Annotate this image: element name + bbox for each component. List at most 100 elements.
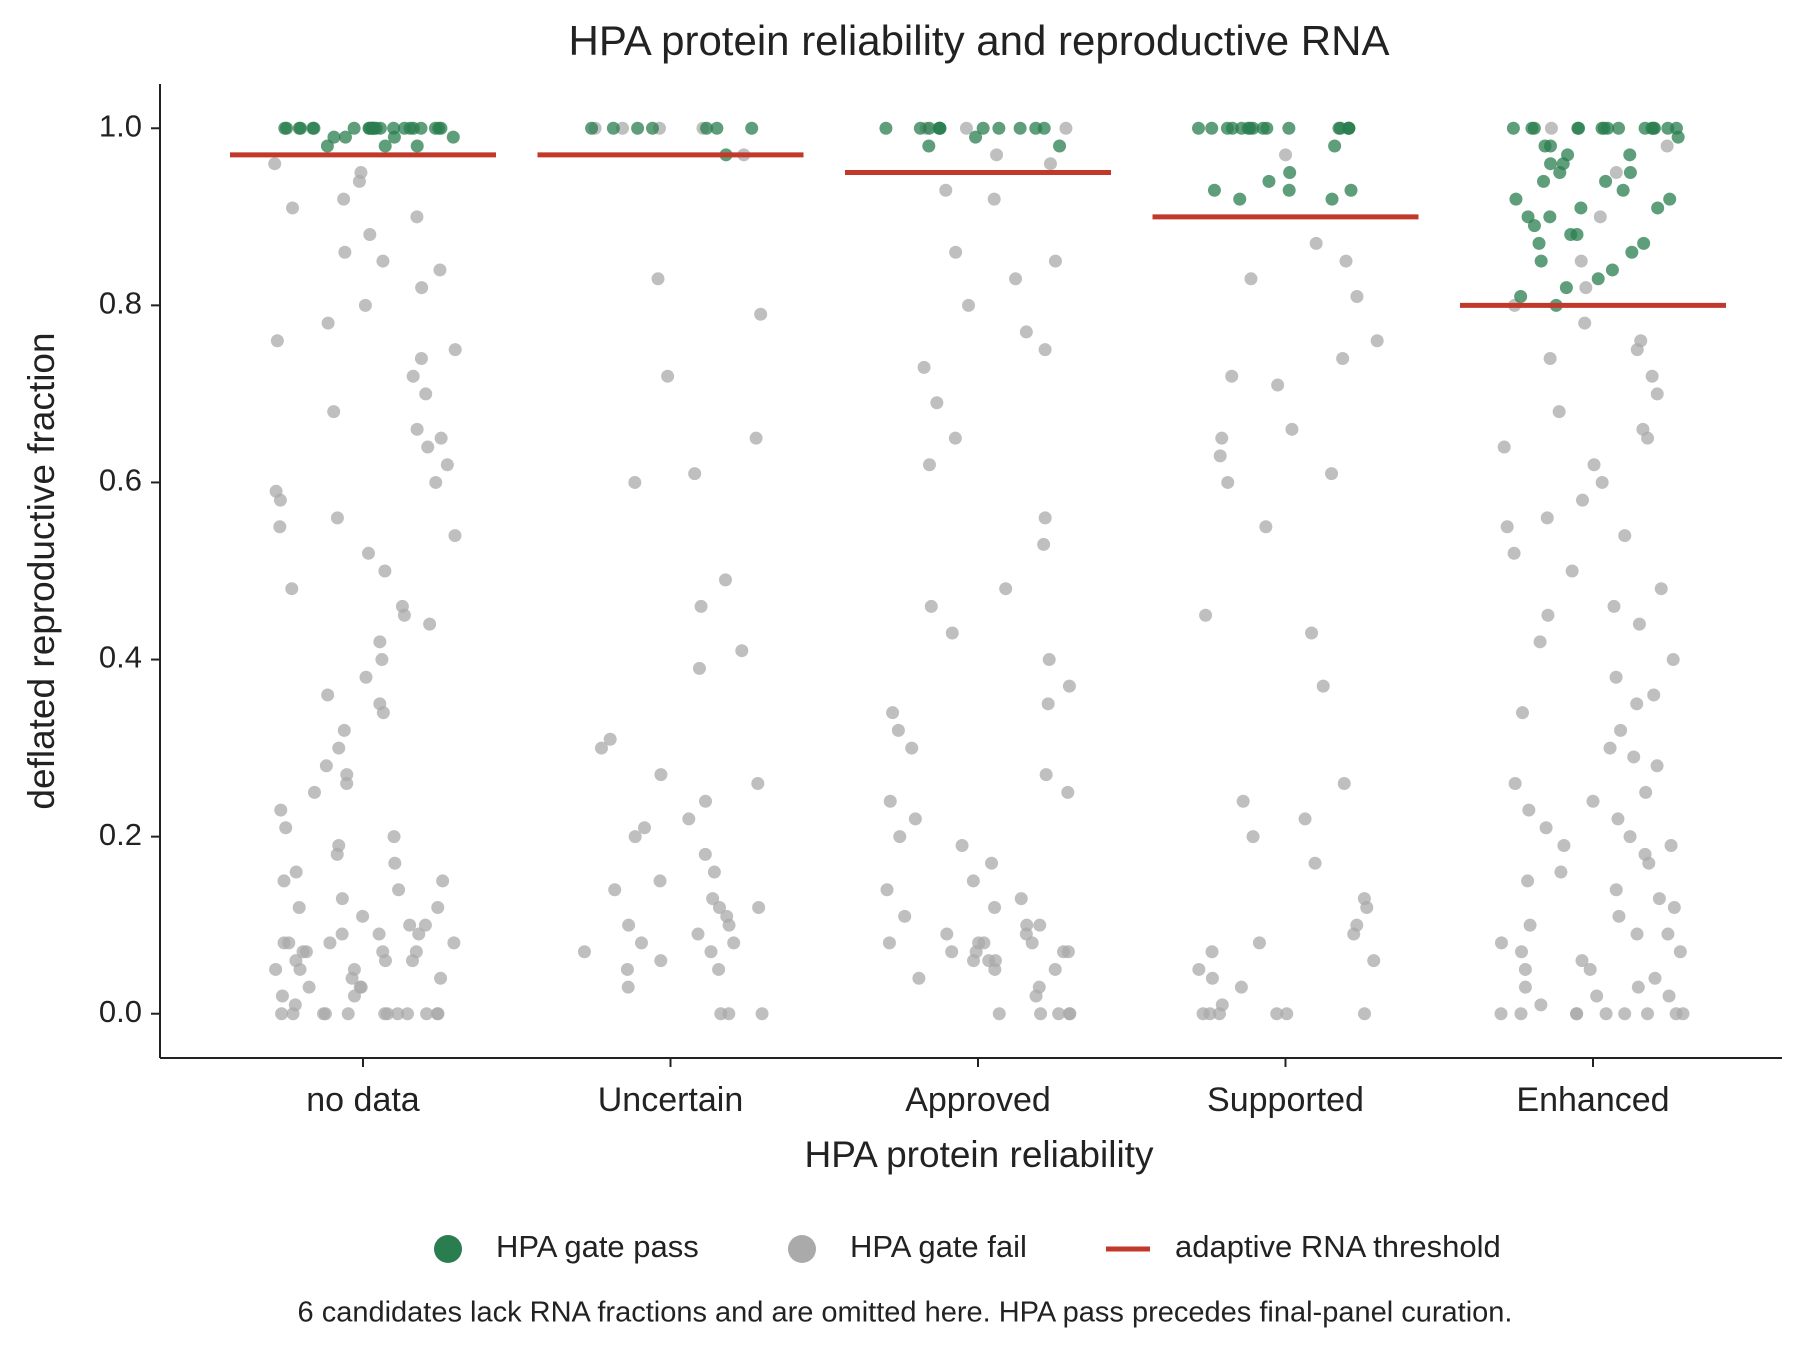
- dot: [1234, 980, 1248, 994]
- dot: [1595, 475, 1609, 489]
- y-tick-label: 0.8: [99, 286, 142, 321]
- dot: [359, 670, 373, 684]
- dot: [886, 706, 900, 720]
- dot: [1336, 351, 1350, 365]
- dot: [1042, 653, 1056, 667]
- dot: [891, 723, 905, 737]
- dot: [987, 192, 1001, 206]
- dot: [735, 644, 749, 658]
- dot: [752, 900, 766, 914]
- dot: [1539, 821, 1553, 835]
- y-tick-label: 0.2: [99, 817, 142, 852]
- dot: [1578, 316, 1592, 330]
- dot: [1631, 980, 1645, 994]
- x-axis-label: HPA protein reliability: [805, 1134, 1154, 1175]
- dot: [275, 1007, 289, 1021]
- dot: [1641, 431, 1655, 445]
- dot: [1662, 989, 1676, 1003]
- dot: [273, 520, 287, 534]
- dot: [1029, 121, 1043, 135]
- dot: [1583, 962, 1597, 976]
- dot: [1521, 874, 1535, 888]
- dot: [1259, 520, 1273, 534]
- dot: [1061, 945, 1075, 959]
- dot: [1609, 166, 1623, 180]
- dot: [429, 475, 443, 489]
- dot: [296, 945, 310, 959]
- dot: [1062, 679, 1076, 693]
- dot: [999, 582, 1013, 596]
- dot: [434, 431, 448, 445]
- dot: [1522, 803, 1536, 817]
- dot: [1645, 369, 1659, 383]
- dot: [307, 785, 321, 799]
- dot: [373, 635, 387, 649]
- dot: [1279, 148, 1293, 162]
- dot: [976, 121, 990, 135]
- dot: [1534, 998, 1548, 1012]
- dot: [1525, 121, 1539, 135]
- dot: [749, 431, 763, 445]
- dot: [922, 458, 936, 472]
- dot: [1599, 1007, 1613, 1021]
- dot: [1647, 688, 1661, 702]
- dot: [321, 688, 335, 702]
- dot: [1019, 325, 1033, 339]
- dot: [1328, 139, 1342, 153]
- dot: [446, 130, 460, 144]
- dot: [1647, 121, 1661, 135]
- dot: [1669, 1007, 1683, 1021]
- dot: [277, 874, 291, 888]
- dot: [1205, 945, 1219, 959]
- dot: [637, 821, 651, 835]
- dot: [1638, 847, 1652, 861]
- dot: [962, 298, 976, 312]
- dot: [712, 962, 726, 976]
- dot: [323, 936, 337, 950]
- dot: [375, 653, 389, 667]
- dot: [880, 883, 894, 897]
- dot: [1270, 1007, 1284, 1021]
- dot: [1518, 980, 1532, 994]
- dot: [1574, 201, 1588, 215]
- dot: [1052, 1007, 1066, 1021]
- dot: [388, 856, 402, 870]
- dot: [431, 900, 445, 914]
- dot: [406, 369, 420, 383]
- dot: [712, 900, 726, 914]
- dot: [1559, 281, 1573, 295]
- dot: [376, 254, 390, 268]
- dot: [1221, 475, 1235, 489]
- dot: [700, 121, 714, 135]
- dot: [1225, 121, 1239, 135]
- dot: [288, 998, 302, 1012]
- dot: [959, 121, 973, 135]
- chart-title: HPA protein reliability and reproductive…: [569, 17, 1390, 64]
- dot: [410, 422, 424, 436]
- dot: [1553, 166, 1567, 180]
- dot: [1652, 892, 1666, 906]
- legend-label: HPA gate fail: [850, 1229, 1027, 1264]
- dot: [338, 245, 352, 259]
- dot: [332, 838, 346, 852]
- dot: [654, 768, 668, 782]
- dot: [1508, 777, 1522, 791]
- dot: [269, 484, 283, 498]
- dot: [585, 121, 599, 135]
- dot: [279, 821, 293, 835]
- dot: [1236, 794, 1250, 808]
- dot: [1025, 936, 1039, 950]
- dot: [1586, 794, 1600, 808]
- dot: [1543, 210, 1557, 224]
- x-tick-label: Supported: [1207, 1081, 1364, 1119]
- dot: [1063, 1007, 1077, 1021]
- dot: [1648, 971, 1662, 985]
- dot: [418, 918, 432, 932]
- dot: [718, 573, 732, 587]
- dot: [1246, 830, 1260, 844]
- y-axis-label: deflated reproductive fraction: [21, 332, 62, 809]
- dot: [337, 192, 351, 206]
- dot: [1213, 449, 1227, 463]
- dot: [354, 166, 368, 180]
- dot: [631, 121, 645, 135]
